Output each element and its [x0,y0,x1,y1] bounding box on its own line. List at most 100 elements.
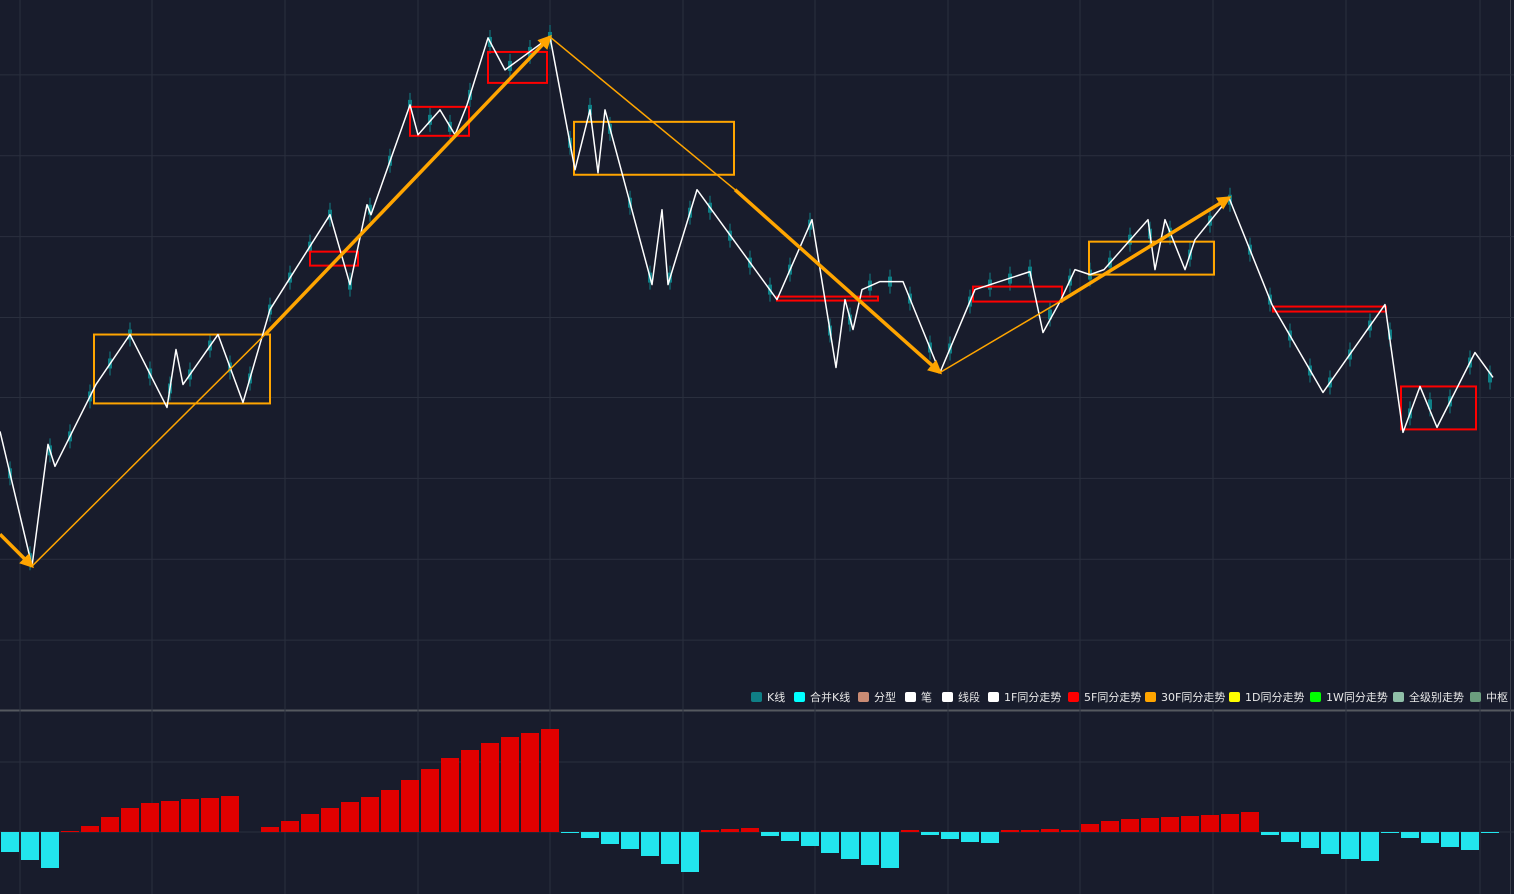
macd-bar [21,832,39,860]
legend: K线 合并K线 分型 笔 线段 1F同分走势 5F同分走势 30F同分走势 1D同分走势 1W同分… [751,690,1508,704]
macd-bar [841,832,859,859]
macd-bar [141,803,159,832]
legend-swatch [1393,692,1404,702]
trend-arrow [1059,196,1232,304]
candle-body [1488,372,1492,383]
macd-bar [221,796,239,832]
trend-arrow [263,34,552,336]
candle-body [1388,329,1392,340]
legend-swatch [1470,692,1481,702]
macd-bar [61,831,79,832]
bi-line [0,36,1494,567]
macd-bar [1061,830,1079,832]
trend-arrow [0,533,34,569]
macd-bar [1301,832,1319,848]
candle-body [428,114,432,125]
legend-label: 全级别走势 [1409,690,1464,704]
macd-bar [421,769,439,832]
macd-bar [1141,818,1159,832]
macd-bar [861,832,879,865]
macd-bar [941,832,959,839]
legend-label: 1W同分走势 [1326,691,1388,704]
trend-line [939,300,1061,374]
macd-bar [201,798,219,832]
candle [368,197,372,222]
pivot-box [93,333,271,405]
macd-bar [1461,832,1479,850]
macd-bar [261,827,279,832]
legend-swatch [942,692,953,702]
macd-bar [821,832,839,853]
legend-label: 30F同分走势 [1161,691,1225,704]
macd-bar [881,832,899,868]
macd-bar [1281,832,1299,842]
macd-bar [441,758,459,832]
macd-bar [901,830,919,832]
macd-bar [641,832,659,856]
macd-bar [181,799,199,832]
macd-bar [81,826,99,832]
candle [428,107,432,132]
macd-bar [1261,832,1279,835]
macd-bar [561,832,579,833]
macd-bar [541,729,559,832]
macd-bar [101,817,119,832]
macd-bar [381,790,399,832]
macd-bar [1481,832,1499,833]
macd-bar [601,832,619,844]
legend-label: 笔 [921,690,932,704]
candle-body [1048,309,1052,320]
macd-bar [1341,832,1359,859]
macd-bar [961,832,979,842]
macd-bar [521,733,539,832]
candle [1048,302,1052,327]
macd-bar [801,832,819,846]
macd-bar [701,830,719,832]
macd-bar [781,832,799,841]
macd-bar [1181,816,1199,832]
legend-swatch [858,692,869,702]
macd-bar [501,737,519,832]
candle-body [1428,399,1432,410]
macd-bar [1021,830,1039,832]
macd-bar [741,828,759,832]
macd-bar [1401,832,1419,838]
macd-bar [1041,829,1059,832]
macd-bar [661,832,679,864]
legend-label: 5F同分走势 [1084,691,1141,704]
legend-swatch [794,692,805,702]
macd-bar [1221,814,1239,832]
macd-bar [341,802,359,832]
macd-bar [361,797,379,832]
trend-arrow [733,188,943,375]
candle-body [368,204,372,215]
legend-swatch [1310,692,1321,702]
macd-bar [621,832,639,849]
pivot-box [573,120,735,176]
macd-bar [301,814,319,832]
legend-label: 合并K线 [810,690,850,704]
macd-bar [1081,824,1099,832]
macd-bar [761,832,779,836]
legend-swatch [751,692,762,702]
macd-bar [1441,832,1459,847]
legend-label: 中枢 [1486,690,1508,704]
legend-swatch [1229,692,1240,702]
legend-label: 1D同分走势 [1245,691,1304,704]
legend-label: 线段 [958,690,980,704]
legend-label: 1F同分走势 [1004,691,1061,704]
candle [1488,365,1492,390]
macd-bar [121,808,139,832]
legend-swatch [1068,692,1079,702]
legend-label: K线 [767,690,785,704]
macd-bar [41,832,59,868]
pivot-box [1400,385,1477,431]
legend-swatch [905,692,916,702]
macd-bar [921,832,939,835]
macd-bar [1381,832,1399,833]
macd-bar [581,832,599,838]
macd-bar [1121,819,1139,832]
